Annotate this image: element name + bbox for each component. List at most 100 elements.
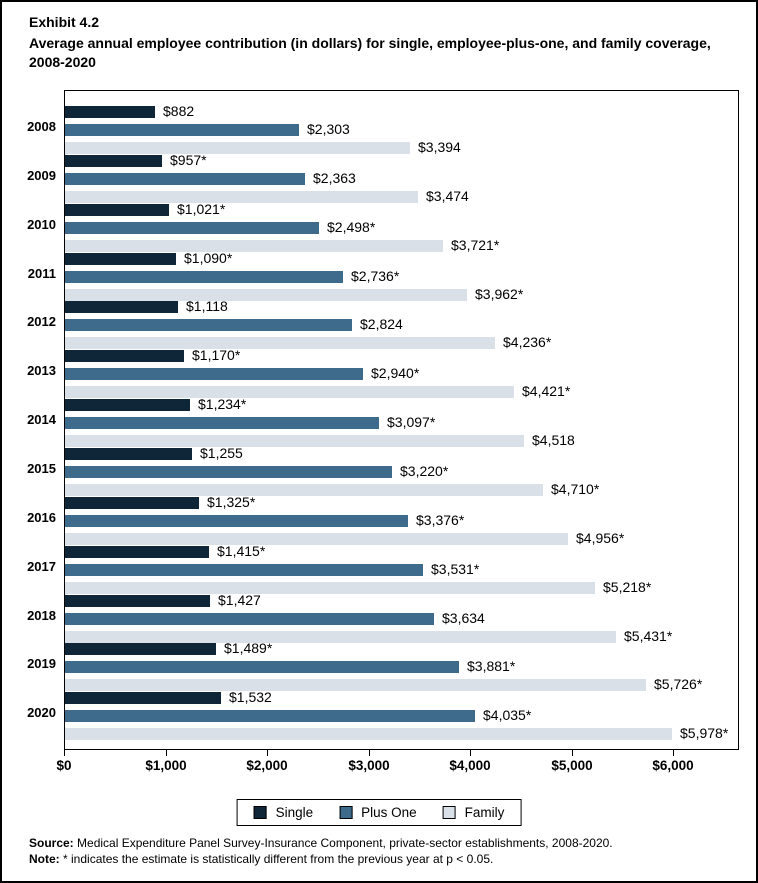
bar-value-label: $4,710* — [551, 481, 600, 497]
bar-family — [65, 679, 646, 691]
bar-family — [65, 582, 595, 594]
year-label: 2011 — [27, 266, 56, 281]
bar-family — [65, 289, 467, 301]
bar-row: $2,736* — [65, 268, 738, 284]
bar-plus-one — [65, 466, 392, 478]
legend-swatch — [339, 806, 353, 819]
bar-row: $4,236* — [65, 334, 738, 350]
year-label: 2020 — [27, 705, 56, 720]
x-axis-tick-label: $0 — [56, 758, 72, 773]
x-axis-tick-label: $5,000 — [551, 758, 593, 773]
x-axis-tick-label: $2,000 — [246, 758, 288, 773]
bar-row: $4,710* — [65, 481, 738, 497]
year-label: 2012 — [27, 314, 56, 329]
bar-value-label: $882 — [163, 103, 195, 119]
legend-swatch — [442, 806, 456, 819]
note-label: Note: — [29, 852, 60, 866]
bar-single — [65, 692, 221, 704]
bar-value-label: $2,303 — [307, 121, 350, 137]
x-axis-tick — [64, 749, 65, 756]
bar-value-label: $1,427 — [218, 592, 261, 608]
bar-row: $4,956* — [65, 530, 738, 546]
legend-label: Plus One — [361, 805, 417, 820]
bar-value-label: $3,474 — [426, 188, 469, 204]
source-note: Source: Medical Expenditure Panel Survey… — [29, 835, 739, 851]
year-label: 2009 — [27, 168, 56, 183]
bar-row: $1,090* — [65, 251, 738, 266]
bar-value-label: $2,736* — [351, 268, 400, 284]
bar-value-label: $3,881* — [467, 658, 516, 674]
bar-value-label: $3,721* — [451, 237, 500, 253]
year-label: 2018 — [27, 608, 56, 623]
bar-row: $1,325* — [65, 494, 738, 510]
bar-single — [65, 301, 178, 313]
legend: Single Plus One Family — [236, 799, 522, 826]
bar-family — [65, 191, 418, 203]
bar-row: $3,220* — [65, 463, 738, 479]
bar-value-label: $5,218* — [603, 579, 652, 595]
bar-row: $1,415* — [65, 543, 738, 559]
bar-single — [65, 595, 210, 607]
bar-row: $1,021* — [65, 202, 738, 217]
bar-row: $5,726* — [65, 676, 738, 692]
bar-row: $4,518 — [65, 433, 738, 448]
bar-row: $1,234* — [65, 396, 738, 412]
bar-row: $1,427 — [65, 592, 738, 608]
x-axis-tick-label: $1,000 — [145, 758, 187, 773]
bar-value-label: $1,234* — [198, 396, 247, 412]
significance-note: Note: * indicates the estimate is statis… — [29, 851, 739, 867]
bar-single — [65, 204, 169, 216]
bar-row: $1,170* — [65, 348, 738, 363]
bar-value-label: $3,097* — [387, 414, 436, 430]
bar-value-label: $3,220* — [400, 463, 449, 479]
bar-family — [65, 728, 672, 740]
bar-value-label: $4,236* — [503, 334, 552, 350]
plot-area: $882 $2,303 $3,394 $957* $2,363 $3,474 $1,021*… — [64, 90, 739, 750]
x-axis-tick — [369, 749, 370, 756]
bar-row: $5,431* — [65, 629, 738, 644]
bar-row: $4,035* — [65, 707, 738, 723]
bar-value-label: $1,415* — [217, 543, 266, 559]
x-axis-tick — [572, 749, 573, 756]
bar-plus-one — [65, 271, 343, 283]
bar-value-label: $5,726* — [654, 676, 703, 692]
bar-value-label: $4,956* — [576, 530, 625, 546]
bar-plus-one — [65, 564, 423, 576]
bar-row: $4,421* — [65, 383, 738, 399]
legend-swatch — [253, 806, 267, 819]
bar-row: $3,376* — [65, 513, 738, 528]
bar-row: $2,498* — [65, 219, 738, 235]
x-axis-tick — [673, 749, 674, 756]
bar-value-label: $4,035* — [483, 707, 532, 723]
bar-plus-one — [65, 417, 379, 429]
bar-row: $957* — [65, 152, 738, 168]
bar-family — [65, 240, 443, 252]
bar-row: $3,097* — [65, 414, 738, 430]
bar-row: $2,303 — [65, 121, 738, 137]
chart-title: Average annual employee contribution (in… — [29, 35, 711, 70]
year-label: 2010 — [27, 217, 56, 232]
bar-row: $2,824 — [65, 316, 738, 332]
bar-value-label: $2,824 — [360, 316, 403, 332]
year-label: 2016 — [27, 510, 56, 525]
bar-family — [65, 484, 543, 496]
bar-single — [65, 253, 176, 265]
note-text: * indicates the estimate is statisticall… — [59, 852, 494, 866]
bar-single — [65, 448, 192, 460]
bar-value-label: $3,634 — [442, 610, 485, 626]
legend-label: Single — [275, 805, 314, 820]
bar-value-label: $2,498* — [327, 219, 376, 235]
source-label: Source: — [29, 836, 74, 850]
exhibit-number: Exhibit 4.2 — [29, 14, 100, 30]
bar-value-label: $1,325* — [207, 494, 256, 510]
bar-plus-one — [65, 613, 434, 625]
bar-value-label: $957* — [170, 152, 207, 168]
bar-value-label: $1,489* — [224, 640, 273, 656]
bar-row: $3,634 — [65, 610, 738, 626]
bar-row: $1,532 — [65, 690, 738, 705]
bar-value-label: $4,421* — [522, 383, 571, 399]
bar-single — [65, 643, 216, 655]
bar-value-label: $3,531* — [431, 561, 480, 577]
bar-row: $3,394 — [65, 140, 738, 155]
